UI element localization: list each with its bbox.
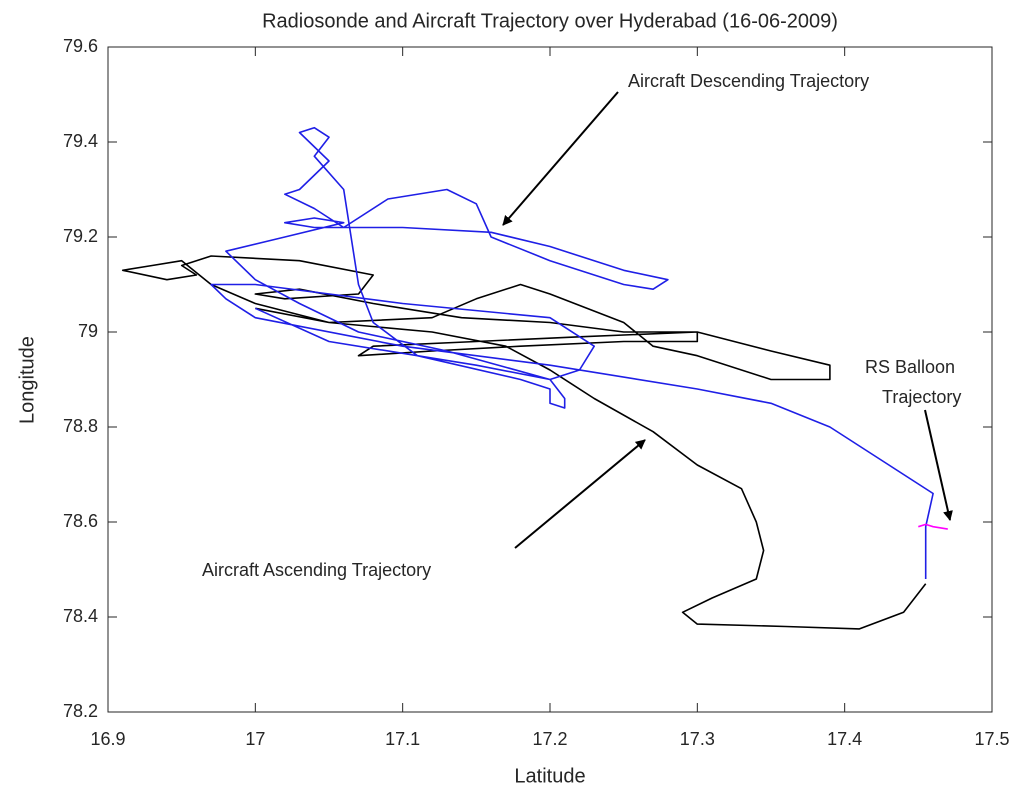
- annotation: Aircraft Descending Trajectory: [628, 71, 869, 91]
- x-tick-label: 17.1: [385, 729, 420, 749]
- annotation-arrow: [502, 91, 619, 226]
- trajectory-line: [121, 255, 927, 630]
- x-tick-label: 16.9: [90, 729, 125, 749]
- y-tick-label: 78.8: [63, 416, 98, 436]
- x-tick-label: 17.2: [532, 729, 567, 749]
- plot-area: [121, 126, 948, 630]
- y-tick-label: 79.4: [63, 131, 98, 151]
- annotation-arrow: [514, 439, 646, 549]
- y-tick-label: 79: [78, 321, 98, 341]
- y-axis-title: Longitude: [16, 336, 38, 424]
- x-tick-label: 17.4: [827, 729, 862, 749]
- x-tick-label: 17.3: [680, 729, 715, 749]
- chart-title: Radiosonde and Aircraft Trajectory over …: [262, 10, 838, 32]
- x-tick-label: 17.5: [974, 729, 1009, 749]
- x-tick-label: 17: [245, 729, 265, 749]
- y-tick-label: 78.6: [63, 511, 98, 531]
- y-tick-label: 79.6: [63, 36, 98, 56]
- annotation: Trajectory: [882, 387, 961, 407]
- y-tick-label: 79.2: [63, 226, 98, 246]
- trajectory-line: [210, 126, 934, 579]
- trajectory-line: [918, 523, 948, 530]
- annotation: RS Balloon: [865, 357, 955, 377]
- y-tick-label: 78.2: [63, 701, 98, 721]
- y-tick-label: 78.4: [63, 606, 98, 626]
- annotation-arrow: [924, 409, 953, 521]
- annotation: Aircraft Ascending Trajectory: [202, 560, 431, 580]
- x-axis-title: Latitude: [514, 765, 585, 787]
